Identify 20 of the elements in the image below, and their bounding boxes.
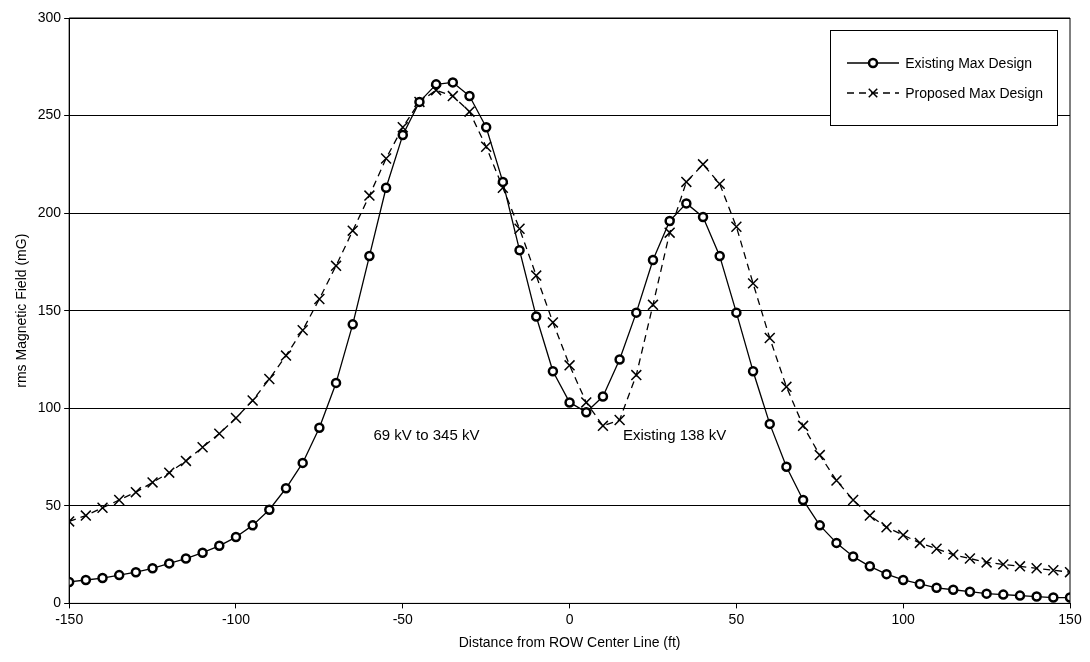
x-tick-label: 150 [1058, 610, 1082, 627]
x-axis-title: Distance from ROW Center Line (ft) [458, 634, 681, 651]
y-tick-label: 250 [37, 106, 62, 123]
y-axis-title: rms Magnetic Field (mG) [13, 233, 30, 388]
x-tick-label: 0 [565, 610, 574, 627]
x-tick-label: 50 [728, 610, 745, 627]
legend-label: Existing Max Design [905, 55, 1033, 71]
annotation: Existing 138 kV [622, 425, 727, 443]
x-tick-label: -100 [221, 610, 251, 627]
legend-label: Proposed Max Design [905, 85, 1043, 101]
x-tick-label: -50 [392, 610, 414, 627]
annotation: 69 kV to 345 kV [373, 425, 480, 443]
y-tick-label: 200 [37, 203, 62, 220]
y-tick-label: 150 [37, 301, 62, 318]
y-tick-label: 300 [37, 8, 62, 25]
y-tick-label: 50 [45, 496, 62, 513]
x-tick-label: -150 [55, 610, 84, 627]
y-tick-label: 100 [37, 399, 62, 416]
y-tick-label: 0 [53, 594, 62, 611]
x-tick-label: 100 [891, 610, 916, 627]
